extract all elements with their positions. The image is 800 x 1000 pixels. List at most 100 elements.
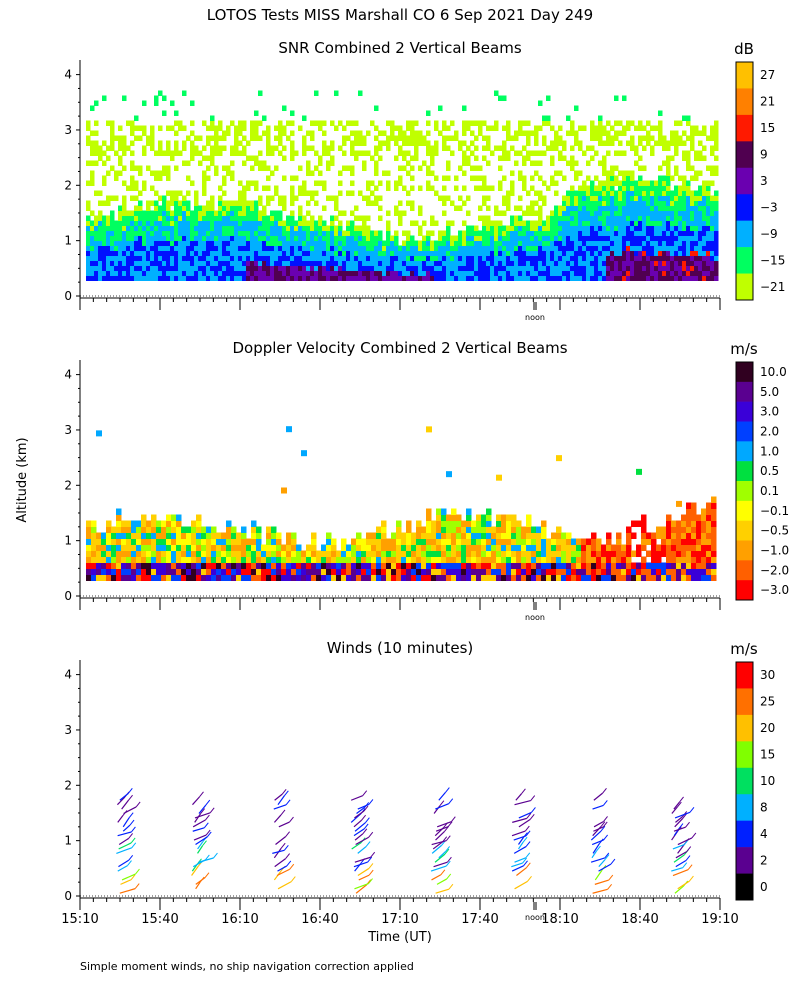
snr-cell	[386, 185, 391, 192]
snr-cell	[314, 240, 319, 247]
snr-cell	[170, 270, 175, 277]
snr-cell	[658, 260, 663, 267]
snr-cell	[610, 215, 615, 222]
snr-cell	[366, 250, 371, 257]
snr-cell	[626, 200, 631, 207]
snr-cell	[554, 130, 559, 137]
snr-cell	[282, 270, 287, 277]
doppler-cell	[406, 574, 412, 582]
doppler-cell	[651, 538, 657, 546]
doppler-cell	[621, 574, 627, 582]
snr-cell	[158, 170, 163, 177]
snr-cell	[710, 225, 715, 232]
wind-barb	[590, 830, 602, 841]
snr-cell	[122, 150, 127, 157]
doppler-cell	[236, 544, 242, 552]
doppler-cell	[191, 550, 197, 558]
snr-cell	[586, 205, 591, 212]
snr-cell	[334, 240, 339, 247]
doppler-cell	[446, 550, 452, 558]
wind-barb	[118, 859, 129, 868]
doppler-cell	[491, 574, 497, 582]
snr-cell	[202, 145, 207, 152]
snr-cell	[586, 270, 591, 277]
snr-cell	[550, 260, 555, 267]
snr-cell	[250, 250, 255, 257]
snr-cell	[178, 200, 183, 207]
doppler-cell	[351, 562, 357, 570]
snr-cell	[234, 265, 239, 272]
snr-cell	[538, 150, 543, 157]
snr-cell	[174, 195, 179, 202]
snr-cell	[134, 255, 139, 262]
snr-cell	[630, 210, 635, 217]
snr-cell	[666, 140, 671, 147]
snr-cell	[574, 250, 579, 257]
doppler-cell	[246, 574, 252, 582]
snr-cell	[498, 220, 503, 227]
doppler-cell	[606, 562, 612, 570]
doppler-cell	[196, 538, 202, 546]
snr-cell	[394, 180, 399, 187]
doppler-cell	[246, 562, 252, 570]
snr-cell	[446, 250, 451, 257]
snr-cell	[234, 215, 239, 222]
snr-cell	[310, 225, 315, 232]
snr-cell	[526, 190, 531, 197]
snr-cell	[678, 220, 683, 227]
snr-cell	[166, 170, 171, 177]
wind-barb-flag	[365, 817, 370, 823]
wind-barb	[436, 821, 452, 828]
snr-cell	[350, 275, 355, 282]
snr-cell	[430, 160, 435, 167]
snr-cell	[646, 195, 651, 202]
snr-cell	[678, 200, 683, 207]
snr-cell	[386, 240, 391, 247]
snr-cell	[646, 250, 651, 257]
colorbar-tick-label: 4	[760, 827, 768, 841]
snr-cell	[94, 225, 99, 232]
snr-cell	[182, 195, 187, 202]
doppler-cell	[411, 538, 417, 546]
snr-cell	[118, 210, 123, 217]
snr-cell	[270, 230, 275, 237]
wind-barb	[194, 813, 202, 823]
snr-cell	[586, 215, 591, 222]
snr-cell	[410, 260, 415, 267]
wind-barb	[435, 826, 449, 832]
snr-cell	[362, 140, 367, 147]
snr-cell	[90, 265, 95, 272]
snr-cell	[206, 265, 211, 272]
snr-cell	[326, 265, 331, 272]
doppler-cell	[631, 574, 637, 582]
snr-cell	[374, 145, 379, 152]
snr-cell	[558, 205, 563, 212]
snr-cell	[386, 275, 391, 282]
snr-cell	[618, 180, 623, 187]
doppler-cell	[401, 556, 407, 564]
snr-cell	[382, 275, 387, 282]
snr-cell	[86, 270, 91, 277]
snr-cell	[134, 165, 139, 172]
snr-cell	[434, 275, 439, 282]
snr-cell	[694, 215, 699, 222]
snr-cell	[598, 125, 603, 132]
doppler-cell	[696, 562, 702, 570]
doppler-cell	[196, 544, 202, 552]
doppler-cell	[621, 562, 627, 570]
snr-cell	[666, 145, 671, 152]
doppler-cell	[91, 520, 97, 528]
snr-cell	[434, 220, 439, 227]
snr-cell	[266, 235, 271, 242]
snr-cell	[478, 250, 483, 257]
doppler-cell	[181, 550, 187, 558]
snr-cell	[498, 275, 503, 282]
snr-cell	[194, 215, 199, 222]
snr-cell	[586, 195, 591, 202]
doppler-cell	[111, 532, 117, 540]
snr-cell	[438, 230, 443, 237]
snr-cell	[102, 160, 107, 167]
snr-cell	[198, 275, 203, 282]
snr-cell	[358, 235, 363, 242]
colorbar-tick-label: −9	[760, 227, 778, 241]
